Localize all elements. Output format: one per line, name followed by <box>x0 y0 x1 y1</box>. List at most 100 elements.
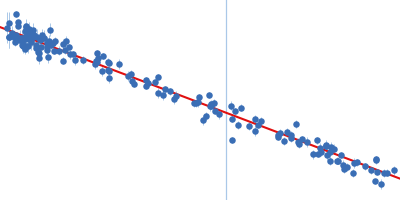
Point <box>12 40 18 43</box>
Point <box>32 43 39 46</box>
Point <box>23 32 30 35</box>
Point <box>72 59 78 62</box>
Point <box>235 124 241 127</box>
Point <box>116 62 122 66</box>
Point <box>154 91 161 94</box>
Point <box>24 35 30 38</box>
Point <box>340 164 346 167</box>
Point <box>39 33 45 37</box>
Point <box>52 40 58 43</box>
Point <box>27 33 33 36</box>
Point <box>202 114 209 117</box>
Point <box>40 37 47 40</box>
Point <box>255 124 261 127</box>
Point <box>25 29 32 33</box>
Point <box>106 77 113 80</box>
Point <box>246 125 252 128</box>
Point <box>94 51 100 54</box>
Point <box>171 98 178 101</box>
Point <box>60 42 66 45</box>
Point <box>143 78 150 82</box>
Point <box>13 12 20 15</box>
Point <box>315 152 322 156</box>
Point <box>31 34 38 37</box>
Point <box>229 139 235 142</box>
Point <box>252 118 258 121</box>
Point <box>95 56 102 60</box>
Point <box>30 29 36 32</box>
Point <box>374 170 380 173</box>
Point <box>19 43 26 46</box>
Point <box>145 81 151 85</box>
Point <box>93 59 100 62</box>
Point <box>154 76 161 79</box>
Point <box>80 58 86 61</box>
Point <box>296 142 302 146</box>
Point <box>195 101 202 104</box>
Point <box>288 137 295 140</box>
Point <box>38 38 44 41</box>
Point <box>228 104 234 107</box>
Point <box>142 84 149 87</box>
Point <box>160 94 166 97</box>
Point <box>334 159 340 162</box>
Point <box>62 48 68 51</box>
Point <box>238 106 244 109</box>
Point <box>195 95 202 98</box>
Point <box>21 47 28 50</box>
Point <box>216 112 222 116</box>
Point <box>211 102 217 105</box>
Point <box>131 82 138 86</box>
Point <box>275 133 282 136</box>
Point <box>212 109 218 112</box>
Point <box>326 150 333 154</box>
Point <box>66 45 72 48</box>
Point <box>299 138 306 141</box>
Point <box>19 45 26 48</box>
Point <box>281 140 287 143</box>
Point <box>368 169 374 172</box>
Point <box>50 41 57 44</box>
Point <box>207 104 213 108</box>
Point <box>288 133 294 136</box>
Point <box>292 122 299 125</box>
Point <box>378 183 384 186</box>
Point <box>328 145 335 149</box>
Point <box>208 103 214 106</box>
Point <box>26 37 33 41</box>
Point <box>362 165 368 168</box>
Point <box>275 135 282 138</box>
Point <box>19 37 25 40</box>
Point <box>28 37 35 40</box>
Point <box>323 143 329 146</box>
Point <box>20 39 26 42</box>
Point <box>350 162 357 165</box>
Point <box>340 168 347 171</box>
Point <box>331 148 338 151</box>
Point <box>6 36 12 39</box>
Point <box>106 62 112 65</box>
Point <box>56 49 62 52</box>
Point <box>45 56 51 59</box>
Point <box>125 75 132 78</box>
Point <box>277 132 284 135</box>
Point <box>127 72 134 75</box>
Point <box>200 119 206 122</box>
Point <box>232 110 238 113</box>
Point <box>258 119 264 123</box>
Point <box>129 79 135 82</box>
Point <box>25 29 31 32</box>
Point <box>60 59 66 62</box>
Point <box>51 49 57 52</box>
Point <box>316 146 323 150</box>
Point <box>35 50 42 54</box>
Point <box>24 32 31 35</box>
Point <box>344 165 350 168</box>
Point <box>12 34 19 37</box>
Point <box>304 141 310 144</box>
Point <box>26 27 33 31</box>
Point <box>206 93 212 96</box>
Point <box>23 25 30 28</box>
Point <box>36 52 42 55</box>
Point <box>17 36 23 39</box>
